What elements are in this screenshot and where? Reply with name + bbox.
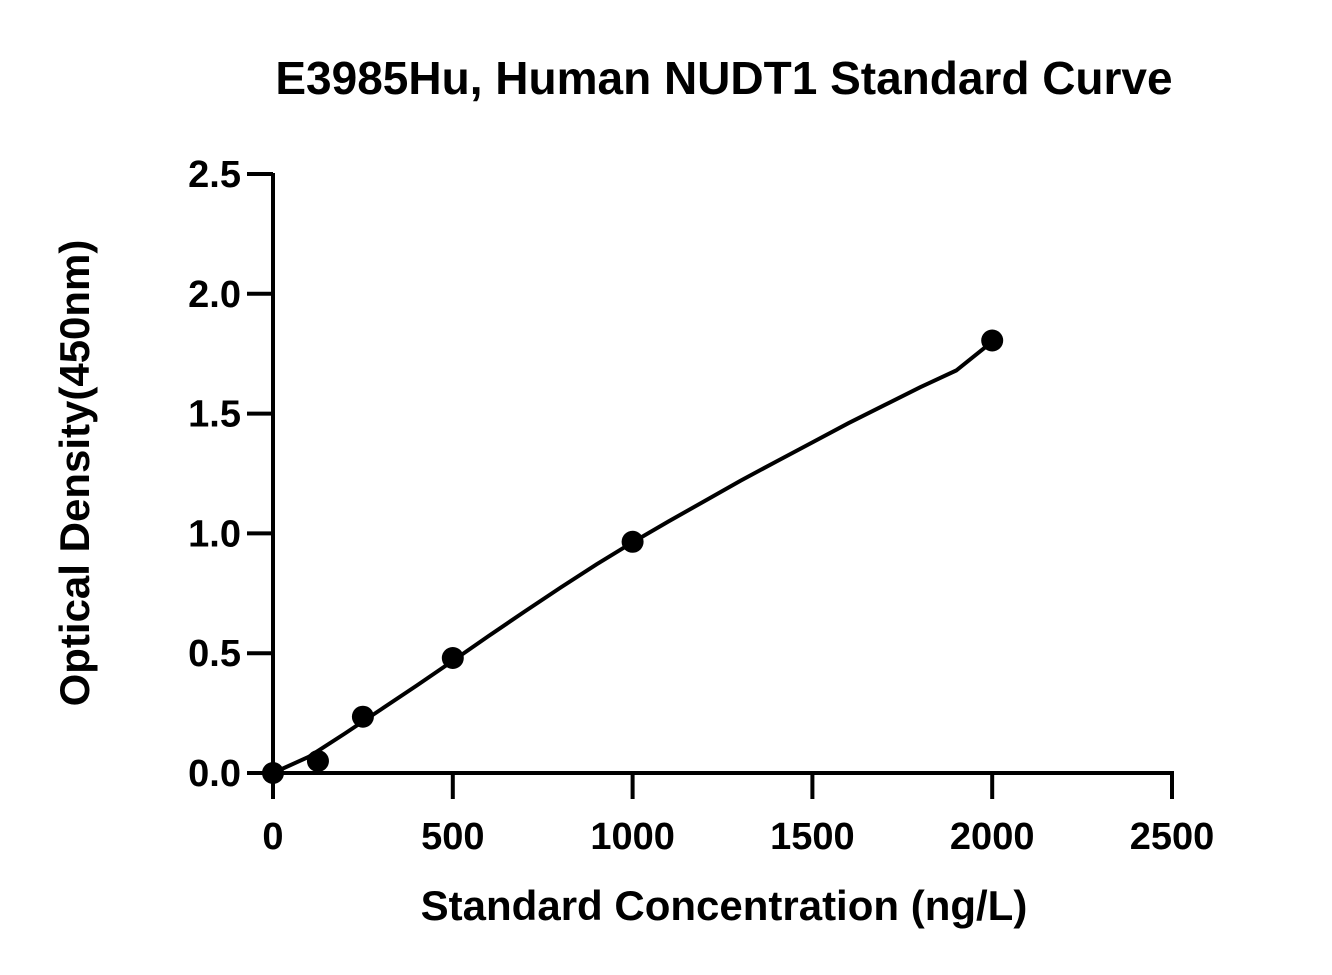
data-points: [262, 329, 1004, 784]
y-tick-label: 2.5: [188, 154, 241, 196]
y-axis-title: Optical Density(450nm): [51, 240, 98, 707]
x-tick-label: 2500: [1130, 816, 1215, 858]
x-tick-label: 1000: [590, 816, 675, 858]
x-tick-label: 500: [421, 816, 484, 858]
y-tick-label: 2.0: [188, 274, 241, 316]
fit-curve-line: [272, 340, 994, 775]
data-point: [351, 705, 374, 728]
axes: [271, 173, 1174, 775]
y-tick-label: 1.5: [188, 394, 241, 436]
x-tick-label: 2000: [950, 816, 1035, 858]
y-tick-label: 0.5: [188, 633, 241, 675]
data-point: [262, 762, 284, 784]
x-tick-label: 0: [262, 816, 283, 858]
data-point: [981, 329, 1004, 352]
y-ticks: 0.0 0.5 1.0 1.5 2.0 2.5: [188, 154, 273, 795]
data-point: [306, 750, 329, 773]
y-tick-label: 0.0: [188, 753, 241, 795]
chart-title: E3985Hu, Human NUDT1 Standard Curve: [275, 52, 1172, 104]
data-point: [621, 530, 644, 553]
data-point: [441, 646, 464, 669]
x-tick-label: 1500: [770, 816, 855, 858]
x-ticks: 0 500 1000 1500 2000 2500: [262, 773, 1214, 858]
x-axis-title: Standard Concentration (ng/L): [421, 882, 1028, 929]
y-tick-label: 1.0: [188, 513, 241, 555]
